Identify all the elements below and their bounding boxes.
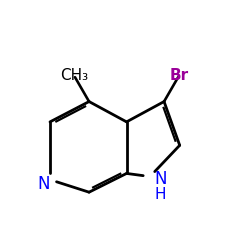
Text: N: N: [37, 174, 50, 192]
Text: N: N: [154, 170, 167, 188]
Text: CH₃: CH₃: [60, 68, 88, 82]
Text: H: H: [155, 186, 166, 202]
Text: Br: Br: [170, 68, 189, 82]
